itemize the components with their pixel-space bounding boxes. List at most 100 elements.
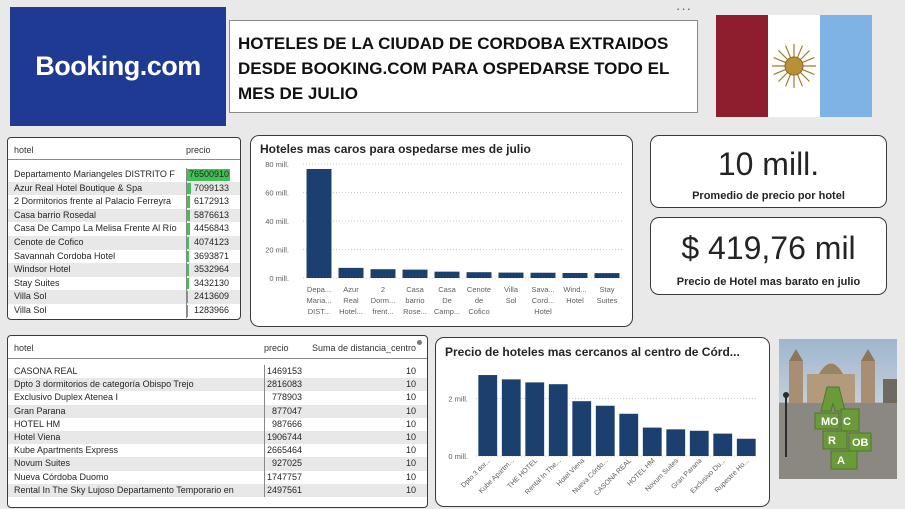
table-row[interactable]: Villa Sol 1283966 <box>8 303 240 318</box>
table-row[interactable]: Villa Sol 2413609 <box>8 290 240 304</box>
dashboard-title: HOTELES DE LA CIUDAD DE CORDOBA EXTRAIDO… <box>229 20 698 113</box>
x-tick-label: Hotel <box>566 296 584 305</box>
column-header-hotel[interactable]: hotel <box>14 145 34 155</box>
bar[interactable] <box>338 267 364 278</box>
table-row[interactable]: CASONA REAL 1469153 10 <box>8 365 427 379</box>
bar[interactable] <box>370 269 396 278</box>
scrollbar-handle[interactable] <box>417 340 422 345</box>
x-tick-label: Rose... <box>403 307 427 316</box>
table-row[interactable]: Departamento Mariangeles DISTRITO F 76500… <box>8 168 240 182</box>
bar[interactable] <box>595 405 615 456</box>
x-tick-label: Hotel <box>534 307 552 316</box>
cell-distancia: 10 <box>405 471 416 482</box>
kpi-cheapest-price[interactable]: $ 419,76 mil Precio de Hotel mas barato … <box>650 217 887 295</box>
closest-hotels-chart[interactable]: Precio de hoteles mas cercanos al centro… <box>435 337 770 507</box>
more-options-icon[interactable]: ··· <box>676 1 692 16</box>
cell-precio-value: 2413609 <box>193 291 229 302</box>
precio-data-bar <box>187 250 190 263</box>
closest-hotels-plot: 0 mill.2 mill.Dpto 3 dor...Kube Apartm..… <box>448 375 758 497</box>
x-tick-label: Stay <box>599 285 614 294</box>
cell-hotel: Casa De Campo La Melisa Frente Al Río <box>14 223 177 234</box>
column-header-precio[interactable]: precio <box>264 343 289 353</box>
column-header-hotel[interactable]: hotel <box>14 343 34 353</box>
title-line-2: DESDE BOOKING.COM PARA OSPEDARSE TODO EL <box>238 59 670 78</box>
cell-hotel: Gran Parana <box>14 405 66 416</box>
precio-data-bar <box>187 196 191 208</box>
hotel-price-table[interactable]: hotel precio Departamento Mariangeles DI… <box>7 137 241 320</box>
bar[interactable] <box>562 272 588 278</box>
cell-precio-value: 4456843 <box>193 223 229 234</box>
kpi-cheapest-label: Precio de Hotel mas barato en julio <box>676 276 861 288</box>
cell-precio: 877047 <box>264 404 304 418</box>
cell-precio: 2497561 <box>264 483 304 497</box>
x-tick-label: Real <box>343 296 359 305</box>
kpi-average-price[interactable]: 10 mill. Promedio de precio por hotel <box>650 135 887 208</box>
table-row[interactable]: Exclusivo Duplex Atenea I 778903 10 <box>8 391 427 405</box>
table-row[interactable]: Azur Real Hotel Boutique & Spa 7099133 <box>8 181 240 196</box>
expensive-hotels-chart[interactable]: Hoteles mas caros para ospedarse mes de … <box>250 135 633 327</box>
table-row[interactable]: Casa De Campo La Melisa Frente Al Río 445… <box>8 222 240 236</box>
table-row[interactable]: Gran Parana 877047 10 <box>8 404 427 418</box>
cell-hotel: Cenote de Cofico <box>14 236 84 247</box>
bar[interactable] <box>548 384 568 456</box>
table-row[interactable]: Stay Suites 3432130 <box>8 276 240 291</box>
column-header-precio[interactable]: precio <box>186 145 211 155</box>
table-row[interactable]: Cenote de Cofico 4074123 <box>8 235 240 250</box>
bar[interactable] <box>434 271 460 278</box>
x-tick-label: Suites <box>597 296 618 305</box>
table-row[interactable]: Dpto 3 dormitorios de categoría Obispo T… <box>8 378 427 392</box>
cordoba-flag <box>716 15 872 117</box>
bar[interactable] <box>402 269 428 278</box>
x-tick-label: Wind... <box>563 285 586 294</box>
cell-hotel: Exclusivo Duplex Atenea I <box>14 392 119 403</box>
table-row[interactable]: Hotel Viena 1906744 10 <box>8 430 427 445</box>
table-row[interactable]: Windsor Hotel 3532964 <box>8 263 240 277</box>
bar[interactable] <box>501 379 521 456</box>
bar[interactable] <box>466 272 492 278</box>
cell-precio-value: 3532964 <box>193 264 229 275</box>
cell-hotel: Novum Suites <box>14 458 71 469</box>
bar[interactable] <box>525 382 545 456</box>
photo-letters-rd: R <box>828 435 836 447</box>
bar[interactable] <box>498 272 524 278</box>
table-row[interactable]: Savannah Cordoba Hotel 3693871 <box>8 249 240 264</box>
photo-letters-c: C <box>843 416 851 428</box>
precio-data-bar <box>187 291 189 303</box>
bar[interactable] <box>713 433 733 456</box>
x-tick-label: de <box>475 296 483 305</box>
table-row[interactable]: 2 Dormitorios frente al Palacio Ferreyra… <box>8 195 240 209</box>
cell-precio: 6172913 <box>186 195 230 209</box>
table-row[interactable]: Rental In The Sky Lujoso Departamento Te… <box>8 483 427 497</box>
table-row[interactable]: Kube Apartments Express 2665464 10 <box>8 444 427 458</box>
table-row[interactable]: Casa barrio Rosedal 5876613 <box>8 208 240 223</box>
bar[interactable] <box>530 272 556 278</box>
cell-hotel: Dpto 3 dormitorios de categoría Obispo T… <box>14 379 194 390</box>
x-tick-label: 2 <box>381 285 385 294</box>
bar[interactable] <box>642 427 662 456</box>
table-row[interactable]: Novum Suites 927025 10 <box>8 457 427 471</box>
cell-hotel: Savannah Cordoba Hotel <box>14 250 116 261</box>
bar[interactable] <box>594 273 620 278</box>
x-tick-label: Depa... <box>307 285 331 294</box>
bar[interactable] <box>306 168 332 278</box>
table-row[interactable]: Nueva Córdoba Duomo 1747757 10 <box>8 470 427 484</box>
hotel-distance-table[interactable]: hotel precio Suma de distancia_centro CA… <box>7 335 428 508</box>
cell-precio: 2665464 <box>264 444 304 458</box>
cell-precio-value: 6172913 <box>193 196 229 207</box>
table-body: Departamento Mariangeles DISTRITO F 76500… <box>8 168 240 318</box>
bar[interactable] <box>689 430 709 456</box>
table-row[interactable]: HOTEL HM 987666 10 <box>8 417 427 431</box>
bar[interactable] <box>736 438 756 456</box>
bar[interactable] <box>666 429 686 456</box>
bar[interactable] <box>572 401 592 456</box>
bar[interactable] <box>478 375 498 456</box>
x-tick-label: Dorm... <box>371 296 396 305</box>
x-tick-label: Casa <box>438 285 456 294</box>
title-line-3: MES DE JULIO <box>238 84 358 103</box>
column-header-distancia[interactable]: Suma de distancia_centro <box>311 343 416 353</box>
booking-logo-text: Booking.com <box>35 51 201 81</box>
x-tick-label: Azur <box>343 285 359 294</box>
cell-precio: 2413609 <box>186 290 230 304</box>
precio-data-bar <box>187 209 191 222</box>
bar[interactable] <box>619 413 639 456</box>
